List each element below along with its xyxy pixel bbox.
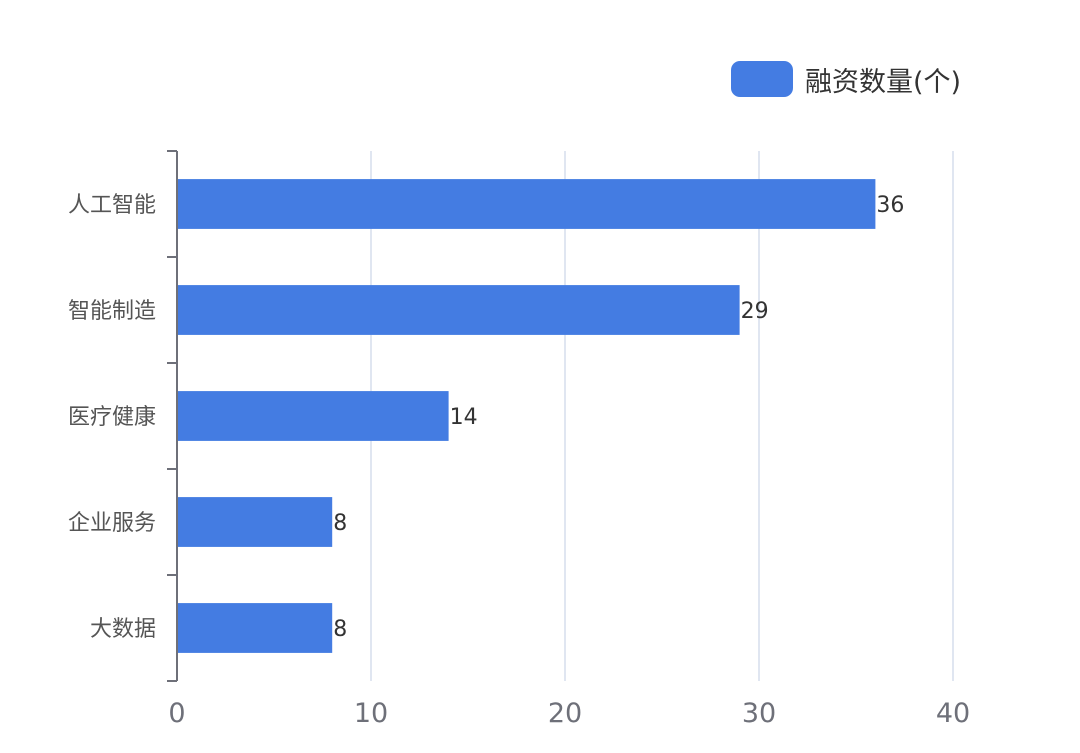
legend-swatch	[731, 61, 793, 97]
category-label: 大数据	[90, 617, 156, 642]
category-label: 智能制造	[68, 299, 156, 324]
legend: 融资数量(个)	[731, 58, 961, 100]
bar	[177, 497, 333, 547]
data-label: 8	[333, 617, 347, 642]
x-tick-label: 0	[168, 698, 185, 729]
bar	[177, 391, 449, 441]
x-tick-label: 20	[548, 698, 582, 729]
bar	[177, 179, 876, 229]
category-label: 人工智能	[68, 193, 156, 218]
x-tick-label: 40	[936, 698, 970, 729]
y-axis	[167, 150, 178, 682]
data-label: 8	[333, 511, 347, 536]
x-tick-label: 30	[742, 698, 776, 729]
x-tick-label: 10	[354, 698, 388, 729]
data-label: 36	[876, 193, 904, 218]
x-tick-labels: 0 10 20 30 40	[168, 698, 970, 729]
data-labels: 36 29 14 8 8	[333, 193, 904, 642]
bar	[177, 603, 333, 653]
bars	[177, 179, 876, 653]
legend-label: 融资数量(个)	[805, 66, 962, 98]
category-label: 企业服务	[68, 511, 156, 536]
category-label: 医疗健康	[68, 405, 156, 430]
bar	[177, 285, 740, 335]
data-label: 29	[741, 299, 769, 324]
data-label: 14	[450, 405, 478, 430]
